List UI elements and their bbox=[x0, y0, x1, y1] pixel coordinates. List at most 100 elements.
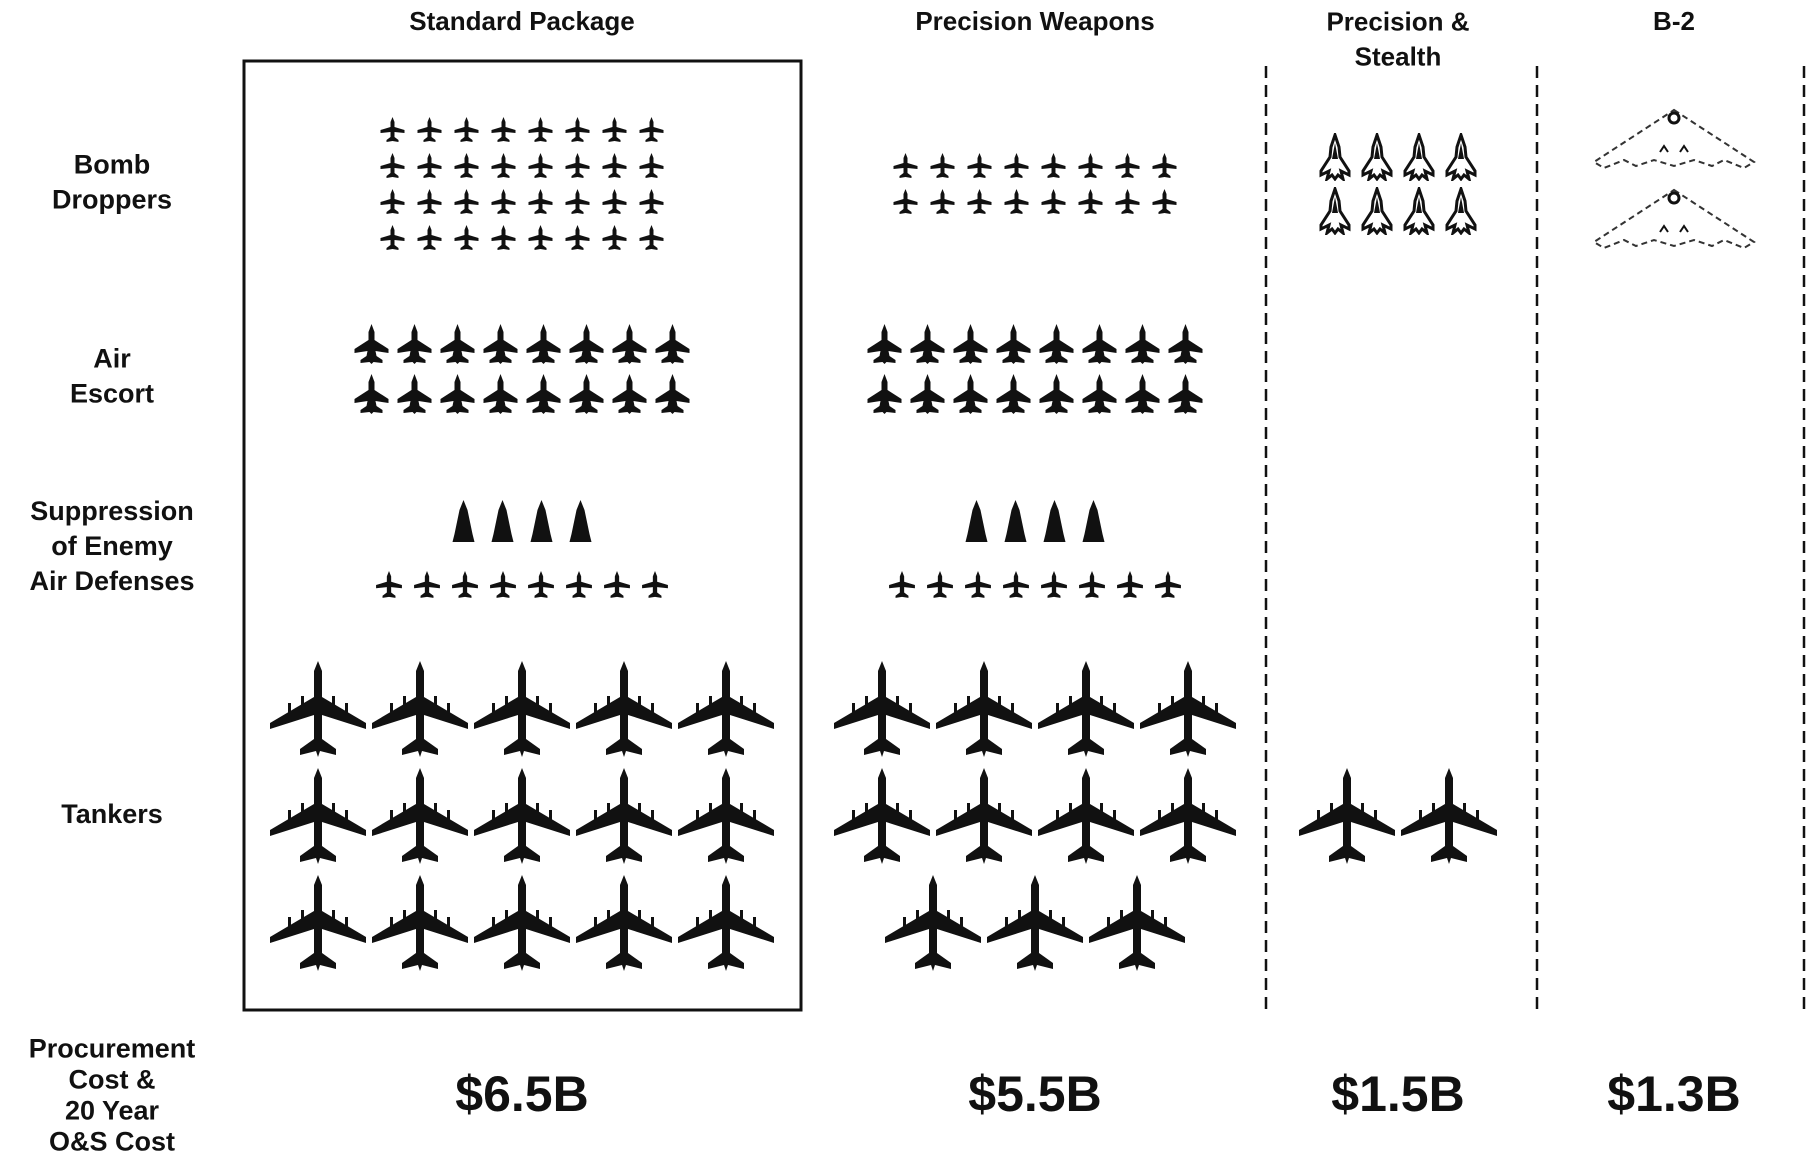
bomb-dropper-icon bbox=[492, 153, 516, 178]
row-label: Air bbox=[93, 344, 131, 374]
bomb-dropper-icon bbox=[529, 153, 553, 178]
bomb-dropper-icon bbox=[1153, 189, 1177, 214]
row-label: Suppression bbox=[30, 496, 194, 526]
column-title: Precision Weapons bbox=[915, 6, 1154, 36]
bomb-dropper-icon bbox=[968, 153, 992, 178]
escort-icon bbox=[527, 374, 561, 414]
tanker-icon bbox=[834, 661, 930, 757]
tanker-icon bbox=[987, 875, 1083, 971]
sead-fighter-icon bbox=[376, 571, 402, 598]
escort-icon bbox=[398, 374, 432, 414]
cost-value: $6.5B bbox=[455, 1066, 588, 1122]
tanker-icon bbox=[885, 875, 981, 971]
sead-fighter-icon bbox=[1079, 571, 1105, 598]
sead-fighter-icon bbox=[889, 571, 915, 598]
sead-fighter-icon bbox=[965, 571, 991, 598]
escort-icon bbox=[570, 374, 604, 414]
figure: BombDroppersAirEscortSuppressionof Enemy… bbox=[0, 0, 1807, 1159]
bomb-dropper-icon bbox=[1447, 189, 1475, 233]
bomb-dropper-icon bbox=[455, 153, 479, 178]
escort-icon bbox=[1126, 374, 1160, 414]
escort-icon bbox=[355, 374, 389, 414]
row-label: Tankers bbox=[61, 799, 163, 829]
bomb-dropper-icon bbox=[1447, 135, 1475, 179]
tanker-icon bbox=[270, 768, 366, 864]
bomb-dropper-icon bbox=[1405, 135, 1433, 179]
tanker-icon bbox=[474, 875, 570, 971]
bomb-dropper-icon bbox=[381, 189, 405, 214]
cost-value: $1.5B bbox=[1331, 1066, 1464, 1122]
tanker-icon-group bbox=[834, 661, 1236, 971]
bomb-dropper-icon bbox=[381, 225, 405, 250]
cost-value: $1.3B bbox=[1607, 1066, 1740, 1122]
escort-icon bbox=[656, 374, 690, 414]
bomb-dropper-icon bbox=[455, 189, 479, 214]
tanker-icon bbox=[678, 661, 774, 757]
bomb-dropper-icon bbox=[529, 117, 553, 142]
bomb-dropper-icon bbox=[1116, 189, 1140, 214]
escort-icon bbox=[1083, 374, 1117, 414]
jammer-icon bbox=[1044, 500, 1066, 542]
column-title: Precision & bbox=[1326, 6, 1469, 36]
bomb-dropper-icon bbox=[931, 153, 955, 178]
bomb-dropper-icon bbox=[1594, 110, 1754, 168]
bomb-dropper-icon bbox=[566, 225, 590, 250]
bomb-dropper-icon-group bbox=[381, 117, 664, 250]
bomb-dropper-icon bbox=[1153, 153, 1177, 178]
sead-fighter-icon bbox=[927, 571, 953, 598]
tanker-icon bbox=[678, 875, 774, 971]
tanker-icon bbox=[1140, 661, 1236, 757]
cost-label: Cost & bbox=[69, 1065, 156, 1095]
escort-icon bbox=[398, 324, 432, 364]
bomb-dropper-icon bbox=[1116, 153, 1140, 178]
bomb-dropper-icon bbox=[1594, 190, 1754, 248]
bomb-dropper-icon bbox=[418, 117, 442, 142]
bomb-dropper-icon bbox=[492, 225, 516, 250]
escort-icon bbox=[1083, 324, 1117, 364]
sead-fighter-icon bbox=[490, 571, 516, 598]
tanker-icon bbox=[936, 661, 1032, 757]
sead-fighter-icon bbox=[1003, 571, 1029, 598]
escort-icon bbox=[484, 374, 518, 414]
tanker-icon bbox=[270, 875, 366, 971]
escort-icon bbox=[441, 374, 475, 414]
bomb-dropper-icon-group bbox=[1594, 110, 1754, 248]
bomb-dropper-icon bbox=[640, 189, 664, 214]
escort-icon bbox=[911, 374, 945, 414]
escort-icon bbox=[997, 374, 1031, 414]
tanker-icon bbox=[270, 661, 366, 757]
bomb-dropper-icon bbox=[381, 117, 405, 142]
cost-label: O&S Cost bbox=[49, 1127, 175, 1157]
sead-fighter-icon-group bbox=[889, 571, 1181, 598]
bomb-dropper-icon bbox=[1005, 153, 1029, 178]
jammer-icon bbox=[492, 500, 514, 542]
bomb-dropper-icon bbox=[381, 153, 405, 178]
bomb-dropper-icon bbox=[566, 153, 590, 178]
tanker-icon bbox=[936, 768, 1032, 864]
bomb-dropper-icon bbox=[640, 117, 664, 142]
bomb-dropper-icon bbox=[418, 189, 442, 214]
tanker-icon bbox=[576, 875, 672, 971]
sead-fighter-icon bbox=[1155, 571, 1181, 598]
bomb-dropper-icon bbox=[1363, 189, 1391, 233]
jammer-icon bbox=[966, 500, 988, 542]
tanker-icon bbox=[1299, 768, 1395, 864]
bomb-dropper-icon bbox=[455, 117, 479, 142]
jammer-icon-group bbox=[453, 500, 592, 542]
jammer-icon bbox=[531, 500, 553, 542]
standard-package-box bbox=[244, 61, 801, 1010]
sead-fighter-icon bbox=[566, 571, 592, 598]
tanker-icon bbox=[834, 768, 930, 864]
escort-icon bbox=[1040, 374, 1074, 414]
tanker-icon bbox=[1140, 768, 1236, 864]
tanker-icon bbox=[1401, 768, 1497, 864]
escort-icon bbox=[441, 324, 475, 364]
bomb-dropper-icon bbox=[1042, 189, 1066, 214]
tanker-icon-group bbox=[270, 661, 774, 971]
escort-icon bbox=[997, 324, 1031, 364]
jammer-icon bbox=[1083, 500, 1105, 542]
bomb-dropper-icon bbox=[492, 189, 516, 214]
tanker-icon bbox=[1038, 768, 1134, 864]
bomb-dropper-icon bbox=[640, 153, 664, 178]
escort-icon bbox=[954, 374, 988, 414]
